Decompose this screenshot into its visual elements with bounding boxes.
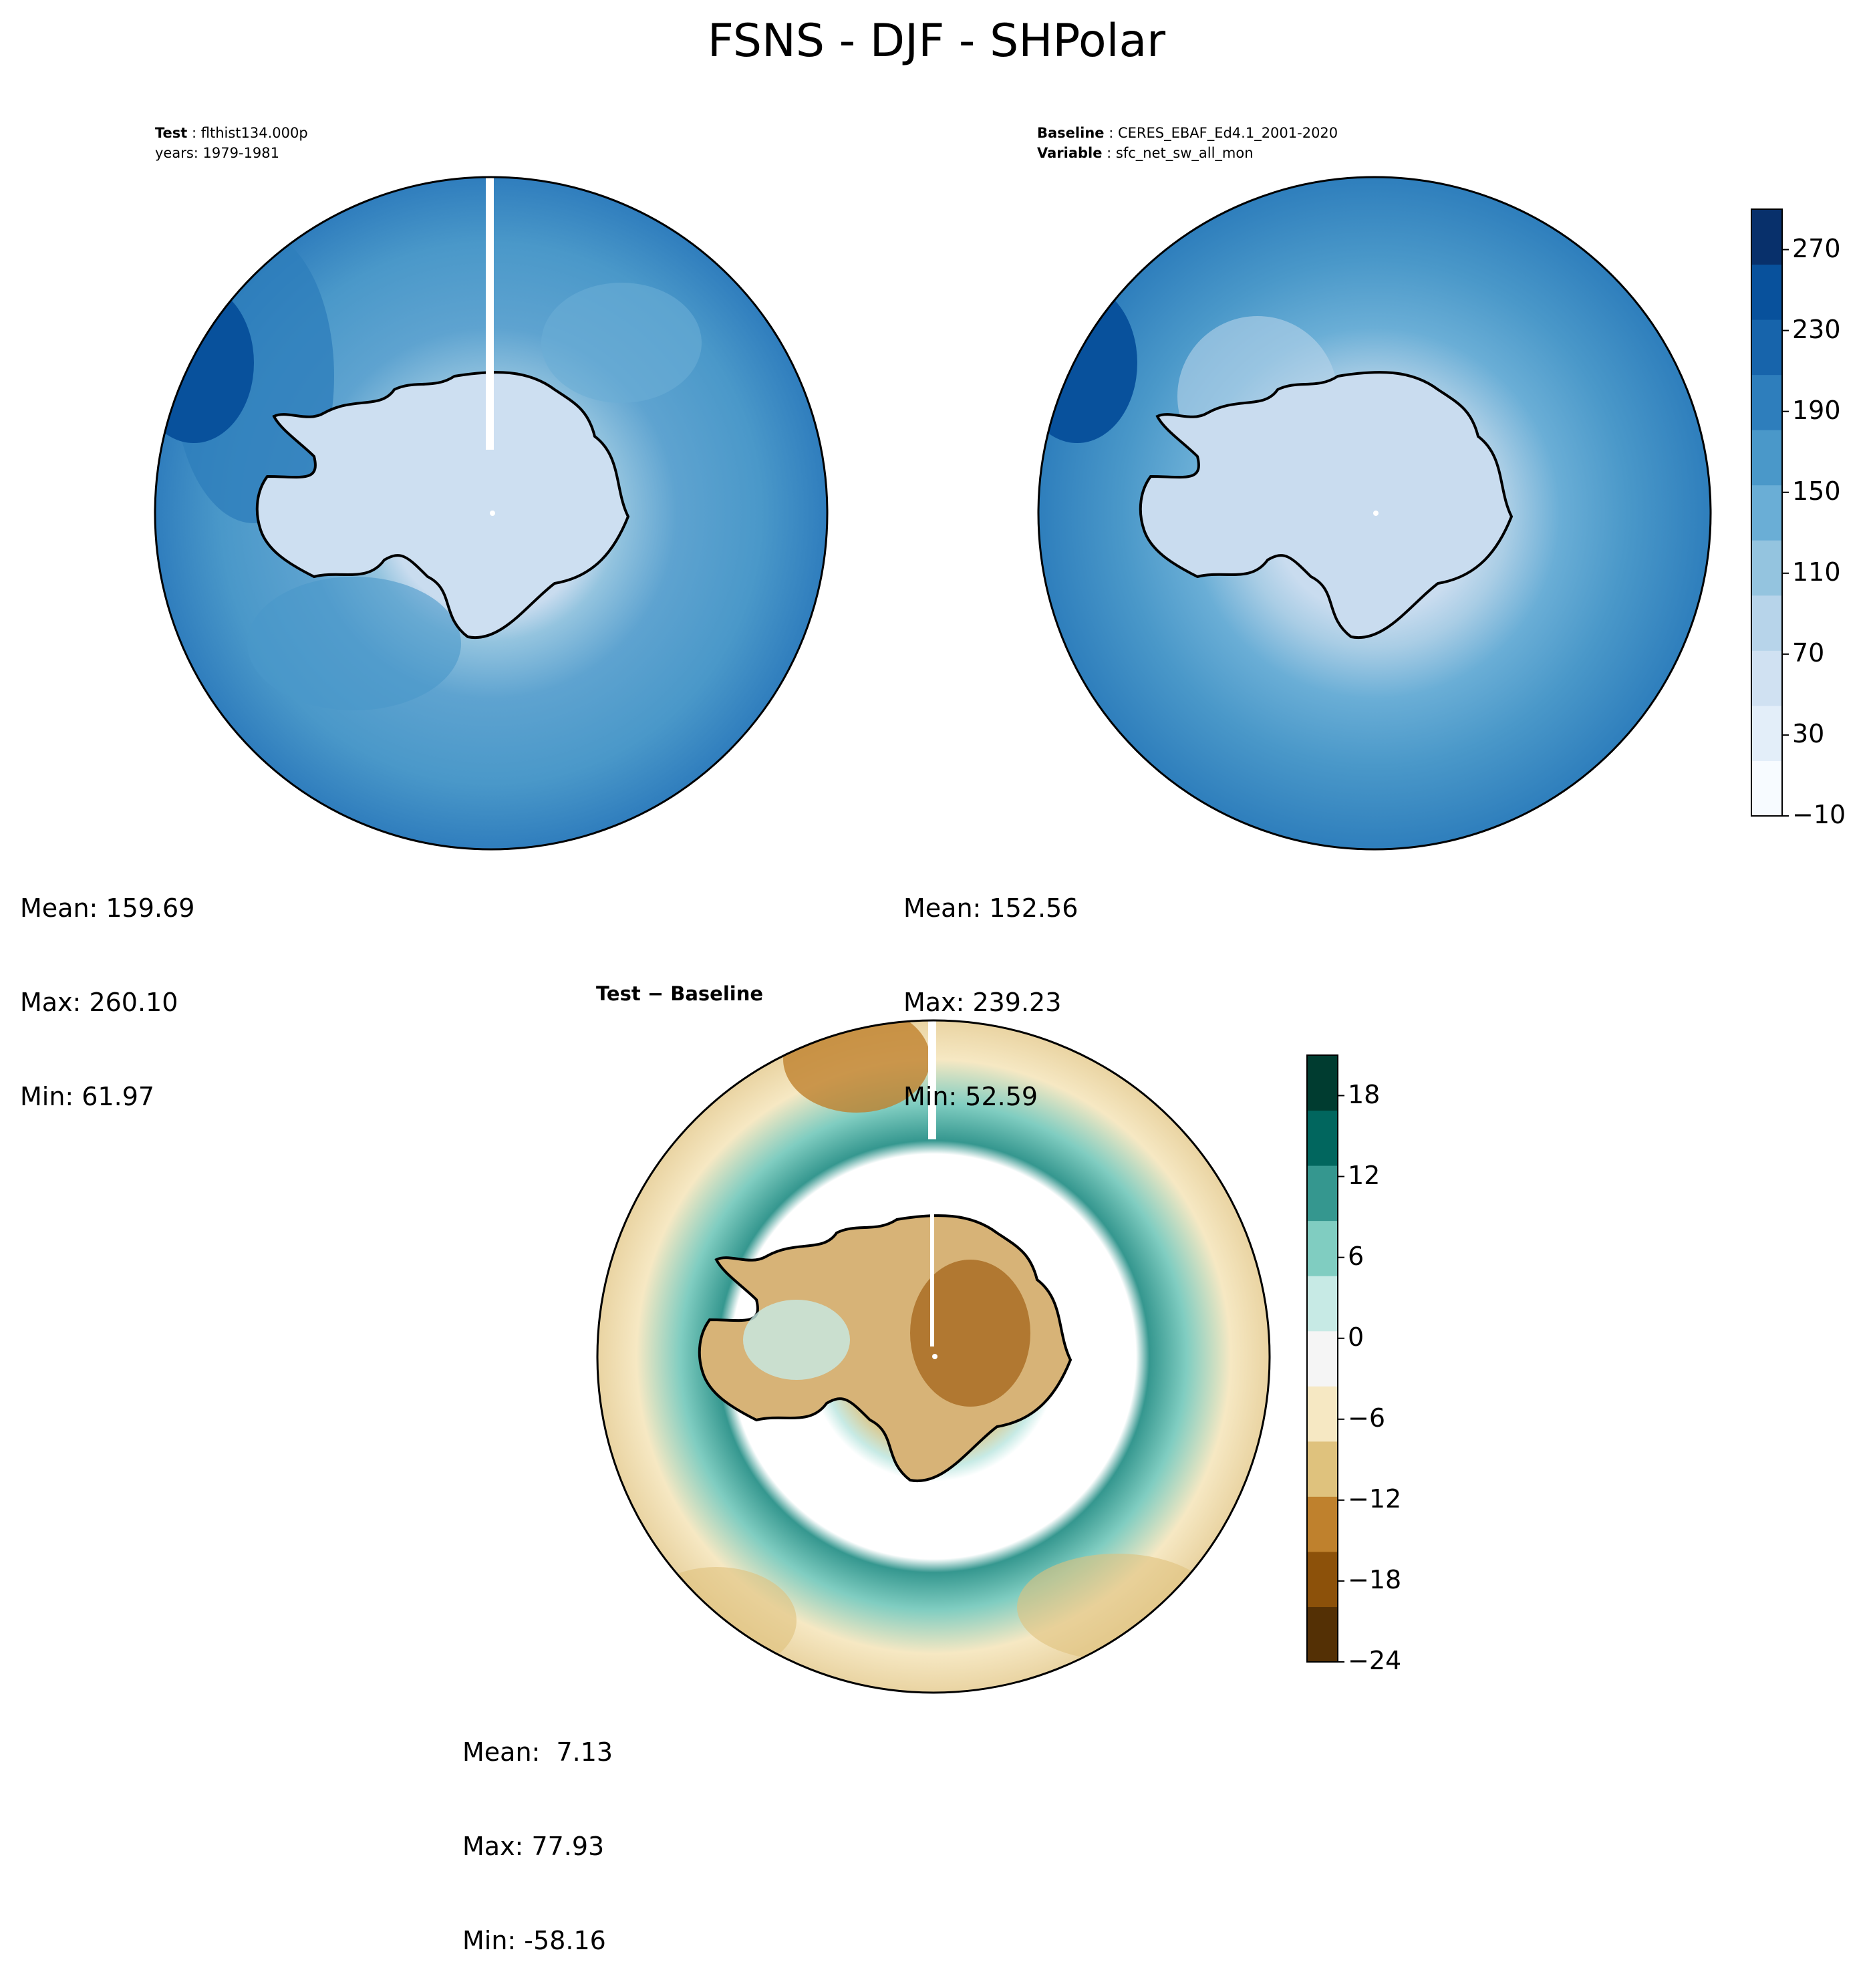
diff-header: Test − Baseline bbox=[596, 982, 764, 1005]
test-case-name: flthist134.000p bbox=[200, 125, 308, 141]
colorbar-top-tick-label: 110 bbox=[1792, 557, 1841, 587]
colorbar-diff-tick-label: −12 bbox=[1348, 1483, 1402, 1514]
baseline-max: Max: 239.23 bbox=[903, 988, 1062, 1017]
diff-min: Min: -58.16 bbox=[462, 1926, 606, 1955]
colorbar-top-color-band bbox=[1751, 595, 1782, 651]
baseline-label: Baseline bbox=[1037, 125, 1105, 141]
colorbar-diff-color-band bbox=[1307, 1220, 1338, 1276]
colorbar-diff-tick-label: −24 bbox=[1348, 1646, 1402, 1675]
diff-map bbox=[596, 1019, 1271, 1694]
test-min: Min: 61.97 bbox=[20, 1082, 155, 1111]
colorbar-diff-color-band bbox=[1307, 1276, 1338, 1332]
colorbar-diff-tick-label: 6 bbox=[1348, 1241, 1364, 1271]
colorbar-diff bbox=[1306, 1054, 1344, 1663]
antarctica-outline bbox=[1139, 371, 1514, 640]
colorbar-diff-tick-label: 12 bbox=[1348, 1160, 1381, 1190]
antarctica-outline bbox=[255, 371, 630, 640]
colorbar-top-tick-label: 230 bbox=[1792, 314, 1841, 344]
diff-mean: Mean: 7.13 bbox=[462, 1737, 613, 1767]
colorbar-diff-color-band bbox=[1307, 1386, 1338, 1442]
colorbar-top bbox=[1751, 208, 1789, 817]
test-stats: Mean: 159.69 Max: 260.10 Min: 61.97 bbox=[20, 830, 194, 1144]
colorbar-diff-tick-label: 18 bbox=[1348, 1079, 1381, 1109]
colorbar-diff-color-band bbox=[1307, 1496, 1338, 1552]
colorbar-diff-tick-label: 0 bbox=[1348, 1322, 1364, 1352]
test-years: years: 1979-1981 bbox=[155, 145, 280, 161]
test-max: Max: 260.10 bbox=[20, 988, 178, 1017]
colorbar-diff-color-band bbox=[1307, 1606, 1338, 1663]
colorbar-diff-color-band bbox=[1307, 1551, 1338, 1607]
colorbar-top-color-band bbox=[1751, 650, 1782, 706]
colorbar-top-color-band bbox=[1751, 374, 1782, 430]
test-label: Test bbox=[155, 125, 188, 141]
baseline-case-name: CERES_EBAF_Ed4.1_2001-2020 bbox=[1117, 125, 1338, 141]
test-mean: Mean: 159.69 bbox=[20, 893, 195, 923]
test-header: Test : flthist134.000p years: 1979-1981 bbox=[155, 123, 308, 163]
colorbar-top-tick-label: 190 bbox=[1792, 395, 1841, 425]
colorbar-diff-tick-label: −6 bbox=[1348, 1403, 1386, 1433]
colorbar-diff-color-band bbox=[1307, 1330, 1338, 1387]
baseline-header: Baseline : CERES_EBAF_Ed4.1_2001-2020 Va… bbox=[1037, 125, 1338, 161]
colorbar-top-tick-label: 270 bbox=[1792, 233, 1841, 263]
figure-title: FSNS - DJF - SHPolar bbox=[707, 15, 1166, 67]
colorbar-top-tick-label: 30 bbox=[1792, 718, 1825, 748]
colorbar-top-tick-label: 70 bbox=[1792, 637, 1825, 668]
diff-max: Max: 77.93 bbox=[462, 1832, 605, 1861]
colorbar-diff-color-band bbox=[1307, 1055, 1338, 1111]
colorbar-top-color-band bbox=[1751, 319, 1782, 376]
colorbar-diff-color-band bbox=[1307, 1110, 1338, 1166]
colorbar-top-color-band bbox=[1751, 760, 1782, 817]
diff-stats: Mean: 7.13 Max: 77.93 Min: -58.16 bbox=[462, 1674, 613, 1988]
colorbar-top-color-band bbox=[1751, 705, 1782, 761]
colorbar-top-color-band bbox=[1751, 209, 1782, 265]
baseline-map bbox=[1037, 176, 1712, 851]
colorbar-top-tick-label: 150 bbox=[1792, 476, 1841, 506]
colorbar-top-color-band bbox=[1751, 430, 1782, 486]
baseline-stats: Mean: 152.56 Max: 239.23 Min: 52.59 bbox=[903, 830, 1078, 1144]
colorbar-diff-color-band bbox=[1307, 1441, 1338, 1497]
colorbar-top-color-band bbox=[1751, 540, 1782, 596]
colorbar-top-color-band bbox=[1751, 264, 1782, 320]
test-map bbox=[154, 176, 829, 851]
baseline-min: Min: 52.59 bbox=[903, 1082, 1038, 1111]
colorbar-diff-tick-label: −18 bbox=[1348, 1564, 1402, 1594]
variable-label: Variable bbox=[1037, 145, 1103, 161]
baseline-variable: sfc_net_sw_all_mon bbox=[1115, 145, 1254, 161]
colorbar-top-tick-label: −10 bbox=[1792, 800, 1846, 829]
colorbar-top-color-band bbox=[1751, 484, 1782, 541]
colorbar-diff-color-band bbox=[1307, 1165, 1338, 1222]
baseline-mean: Mean: 152.56 bbox=[903, 893, 1078, 923]
